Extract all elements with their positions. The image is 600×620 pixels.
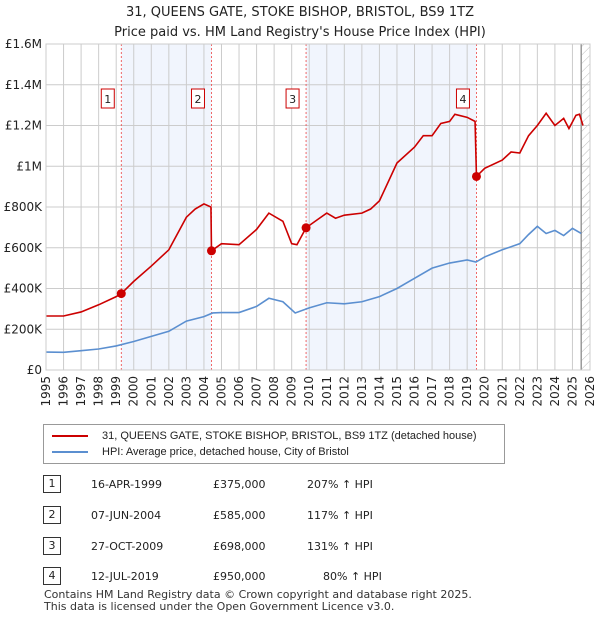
x-tick-label: 2002 xyxy=(162,376,176,407)
x-tick-label: 2026 xyxy=(583,376,597,407)
sale-hpi-change: 131% ↑ HPI xyxy=(307,540,373,553)
x-tick-label: 2011 xyxy=(320,376,334,407)
x-tick-label: 2013 xyxy=(355,376,369,407)
plot-border xyxy=(45,43,591,371)
y-tick-label: £1.2M xyxy=(5,119,42,133)
property-price-line xyxy=(46,111,584,317)
sale-hpi-change: 207% ↑ HPI xyxy=(307,478,373,491)
chart-title: 31, QUEENS GATE, STOKE BISHOP, BRISTOL, … xyxy=(0,3,600,43)
y-tick-label: £1.6M xyxy=(5,37,42,51)
x-tick-label: 2017 xyxy=(425,376,439,407)
x-tick-label: 2008 xyxy=(267,376,281,407)
footer-line: This data is licensed under the Open Gov… xyxy=(44,600,395,613)
transaction-row: 2 07-JUN-2004 £585,000 117% ↑ HPI xyxy=(43,506,443,526)
sale-point xyxy=(471,171,481,181)
sale-date: 27-OCT-2009 xyxy=(91,540,164,553)
blue-line-icon xyxy=(52,451,88,453)
y-tick-label: £1M xyxy=(16,159,42,173)
legend-property: 31, QUEENS GATE, STOKE BISHOP, BRISTOL, … xyxy=(52,429,477,443)
x-tick-label: 2010 xyxy=(302,376,316,407)
x-tick-label: 2023 xyxy=(530,376,544,407)
title-line: 31, QUEENS GATE, STOKE BISHOP, BRISTOL, … xyxy=(125,5,475,20)
sale-number: 2 xyxy=(43,506,61,524)
x-tick-label: 2007 xyxy=(250,376,264,407)
x-tick-label: 1996 xyxy=(57,376,71,407)
hpi-line xyxy=(45,225,582,354)
sale-label-box xyxy=(285,88,300,109)
x-tick-label: 2015 xyxy=(390,376,404,407)
x-tick-label: 2014 xyxy=(372,376,386,407)
red-line-icon xyxy=(52,435,88,437)
y-tick-label: £600K xyxy=(4,241,44,255)
x-tick-label: 2019 xyxy=(460,376,474,407)
sale-number: 1 xyxy=(43,475,61,493)
sale-number: 4 xyxy=(43,567,61,585)
sale-date: 12-JUL-2019 xyxy=(91,570,159,583)
subtitle-line: Price paid vs. HM Land Registry's House … xyxy=(114,25,486,40)
transaction-row: 1 16-APR-1999 £375,000 207% ↑ HPI xyxy=(43,475,443,495)
sale-hpi-change: 117% ↑ HPI xyxy=(307,509,373,522)
x-tick-label: 2006 xyxy=(232,376,246,407)
sale-label: 4 xyxy=(459,93,466,106)
legend-property-label: 31, QUEENS GATE, STOKE BISHOP, BRISTOL, … xyxy=(102,430,477,442)
x-tick-label: 1998 xyxy=(92,376,106,407)
x-tick-label: 2022 xyxy=(513,376,527,407)
sale-price: £375,000 xyxy=(213,478,266,491)
x-tick-label: 2016 xyxy=(408,376,422,407)
x-tick-label: 2024 xyxy=(548,376,562,407)
x-tick-label: 2012 xyxy=(337,376,351,407)
sale-number: 3 xyxy=(43,537,61,555)
legend-hpi-label: HPI: Average price, detached house, City… xyxy=(102,446,349,458)
y-tick-label: £400K xyxy=(4,282,44,296)
footer-line: Contains HM Land Registry data © Crown c… xyxy=(44,588,472,601)
y-tick-label: £800K xyxy=(4,200,44,214)
sale-price: £950,000 xyxy=(213,570,266,583)
sale-label: 1 xyxy=(104,93,111,106)
x-tick-label: 2005 xyxy=(214,376,228,407)
x-tick-label: 2021 xyxy=(495,376,509,407)
sale-label: 2 xyxy=(194,93,201,106)
y-tick-label: £0 xyxy=(27,363,42,377)
sale-date: 07-JUN-2004 xyxy=(91,509,162,522)
sale-point xyxy=(116,289,126,299)
x-tick-label: 2025 xyxy=(565,376,579,407)
sale-label-box xyxy=(100,88,115,109)
x-tick-label: 2009 xyxy=(285,376,299,407)
sale-price: £698,000 xyxy=(213,540,266,553)
x-tick-label: 2018 xyxy=(443,376,457,407)
footer: Contains HM Land Registry data © Crown c… xyxy=(44,589,472,613)
sale-price: £585,000 xyxy=(213,509,266,522)
sale-label-box xyxy=(190,88,205,109)
x-tick-label: 2004 xyxy=(197,376,211,407)
x-tick-label: 2001 xyxy=(144,376,158,407)
x-tick-label: 2020 xyxy=(478,376,492,407)
transaction-row: 3 27-OCT-2009 £698,000 131% ↑ HPI xyxy=(43,537,443,557)
price-chart: 1995 1996 1997 1998 1999 2000 2001 2002 2003 2004… xyxy=(4,37,597,407)
transaction-row: 4 12-JUL-2019 £950,000 80% ↑ HPI xyxy=(43,567,443,587)
sale-hpi-change: 80% ↑ HPI xyxy=(323,570,382,583)
sale-date: 16-APR-1999 xyxy=(91,478,163,491)
sale-point xyxy=(301,223,311,233)
sale-point xyxy=(206,246,216,256)
x-tick-label: 2000 xyxy=(127,376,141,407)
legend-hpi: HPI: Average price, detached house, City… xyxy=(52,445,349,459)
x-tick-label: 2003 xyxy=(179,376,193,407)
legend: 31, QUEENS GATE, STOKE BISHOP, BRISTOL, … xyxy=(43,424,505,464)
x-tick-label: 1997 xyxy=(74,376,88,407)
x-tick-label: 1995 xyxy=(39,376,53,407)
sale-label-box xyxy=(455,88,470,109)
sale-label: 3 xyxy=(289,93,296,106)
y-tick-label: £200K xyxy=(4,322,44,336)
y-tick-label: £1.4M xyxy=(5,78,42,92)
x-tick-label: 1999 xyxy=(109,376,123,407)
